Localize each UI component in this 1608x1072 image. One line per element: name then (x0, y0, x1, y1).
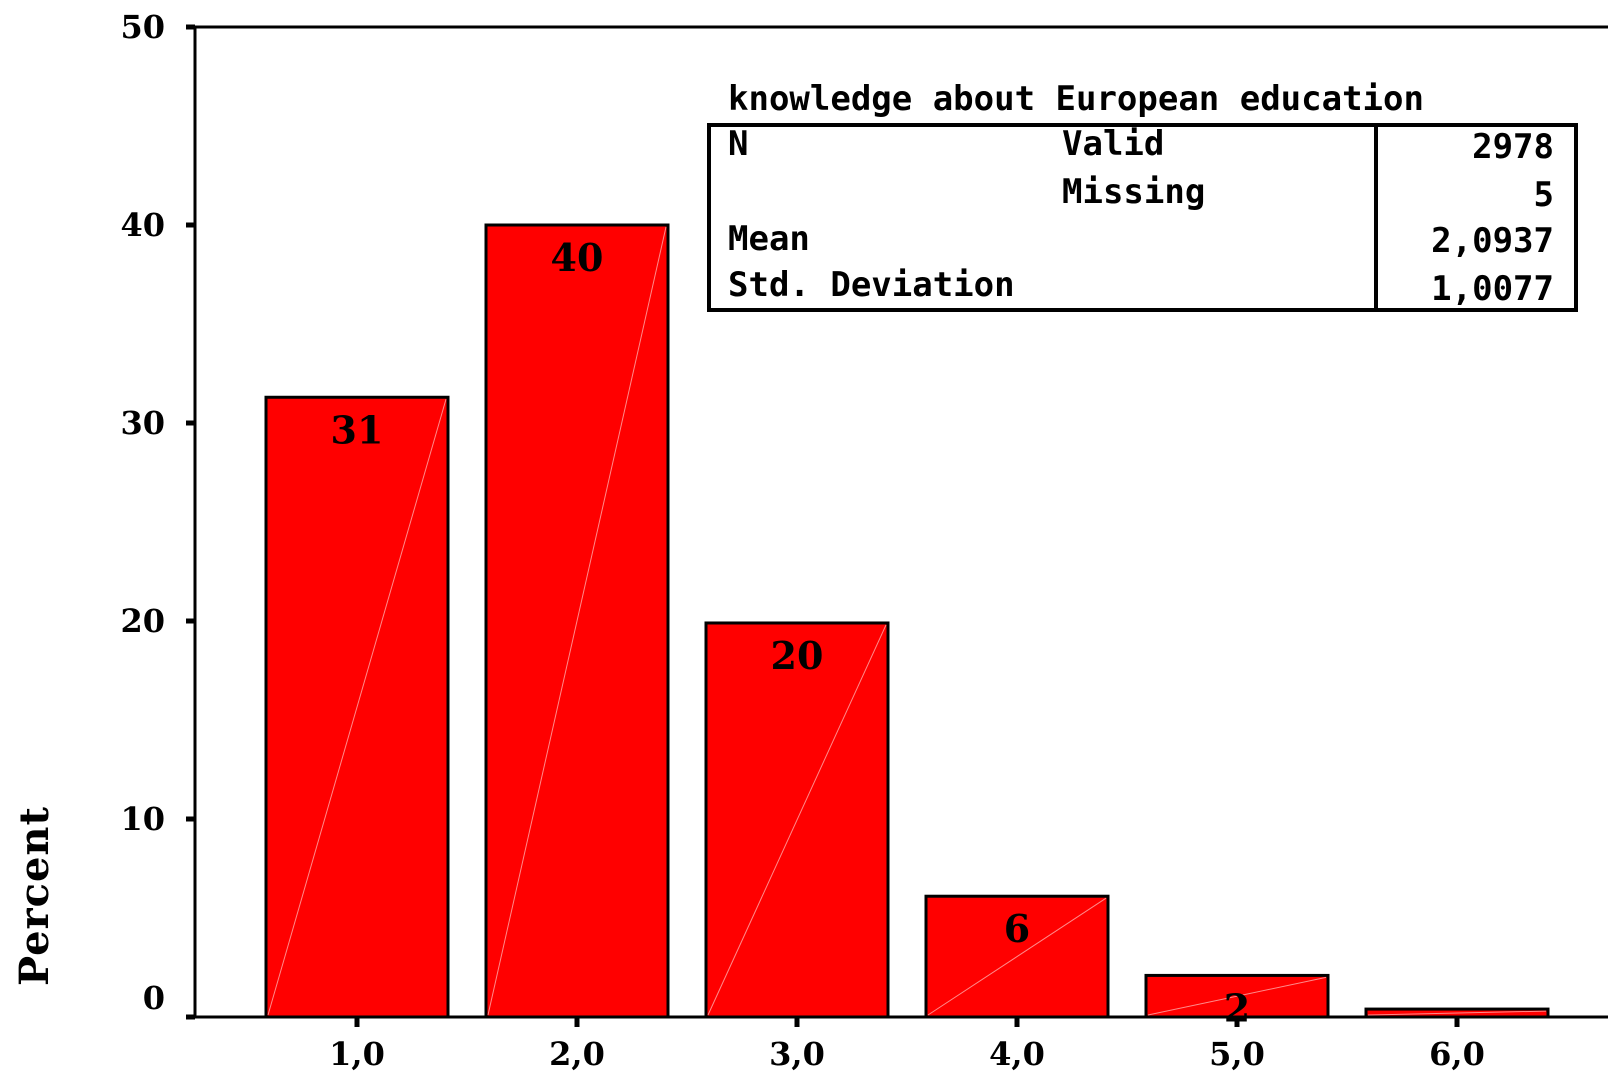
y-tick-label: 40 (120, 206, 165, 244)
stats-box (707, 123, 1578, 312)
x-tick-label: 3,0 (769, 1035, 825, 1072)
y-tick-label: 50 (120, 8, 165, 46)
x-axis: 1,0 2,0 3,0 4,0 5,0 6,0 (195, 1015, 1608, 1072)
y-tick-label: 0 (143, 979, 165, 1017)
stats-row-std-label: Std. Deviation (728, 265, 1015, 305)
stats-row-valid-sublabel: Valid (1062, 124, 1164, 164)
bar-data-label: 20 (771, 633, 824, 678)
bar-data-label: 6 (1004, 906, 1030, 951)
x-tick-label: 4,0 (989, 1035, 1045, 1072)
bar-shade-line (707, 624, 887, 1016)
bars: 31 40 20 6 2 (264, 223, 1550, 1030)
stats-row-n-label: N (728, 124, 748, 164)
bar-shade-line (927, 897, 1107, 1016)
stats-title: knowledge about European education (728, 79, 1424, 119)
stats-row-mean-value: 2,0937 (1431, 221, 1554, 261)
bar-shade-line (487, 226, 667, 1016)
x-tick-label: 5,0 (1209, 1035, 1265, 1072)
bar-shade-line (1147, 976, 1327, 1016)
y-axis-title: Percent (11, 806, 58, 986)
y-tick-label: 10 (120, 800, 165, 838)
y-tick-label: 20 (120, 602, 165, 640)
stats-row-valid-value: 2978 (1472, 127, 1554, 167)
stats-row-missing-sublabel: Missing (1062, 172, 1205, 212)
bar-data-label: 31 (331, 407, 384, 452)
stats-table: knowledge about European education N Val… (707, 79, 1578, 312)
bar-shade-line (267, 399, 447, 1016)
stats-row-missing-value: 5 (1534, 175, 1554, 215)
stats-row-mean-label: Mean (728, 219, 810, 259)
y-axis: 0 10 20 30 40 50 (120, 8, 1608, 1020)
x-tick-label: 6,0 (1429, 1035, 1485, 1072)
x-tick-label: 2,0 (549, 1035, 605, 1072)
stats-row-std-value: 1,0077 (1431, 269, 1554, 309)
bar-data-label: 2 (1224, 985, 1250, 1030)
y-tick-label: 30 (120, 404, 165, 442)
bar-shade-line (1367, 1010, 1547, 1016)
x-tick-label: 1,0 (329, 1035, 385, 1072)
bar-data-label: 40 (551, 235, 604, 280)
